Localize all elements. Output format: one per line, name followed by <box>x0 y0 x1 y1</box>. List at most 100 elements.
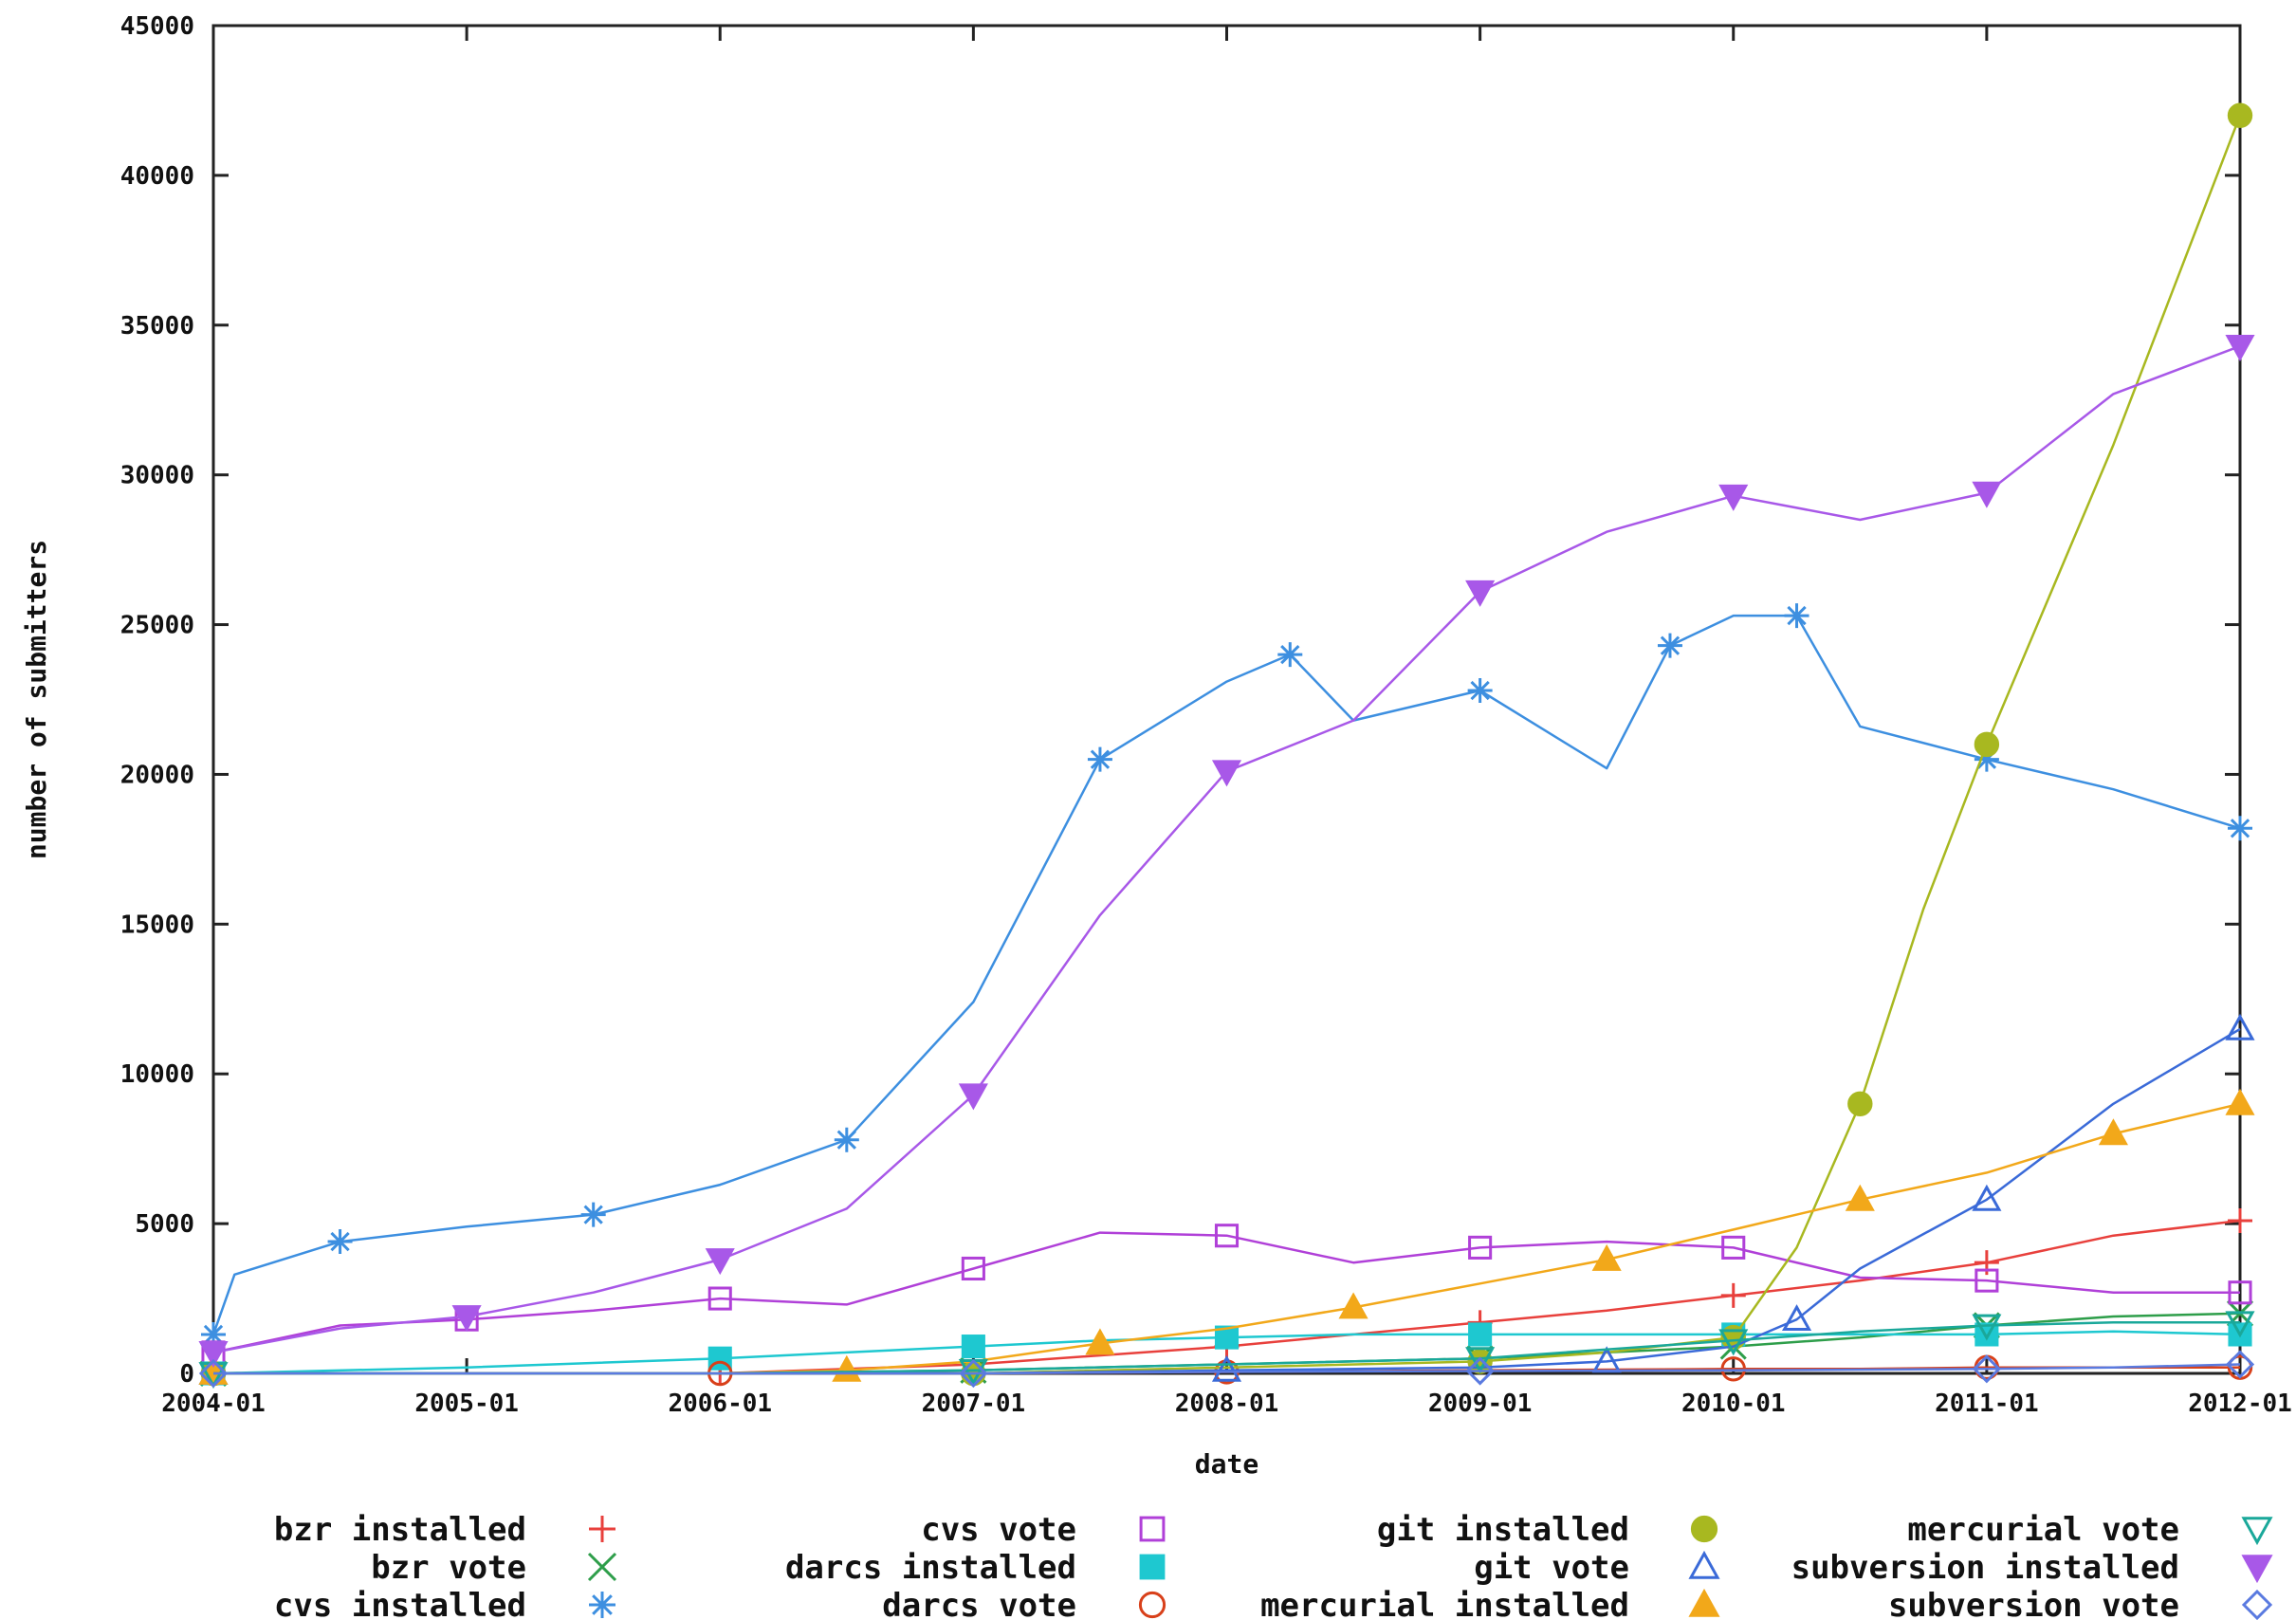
series-line <box>213 1027 2241 1375</box>
data-point <box>1138 1591 1166 1619</box>
x-axis: 2004-01 2005-01 2006-01 2007-01 2008-01 2009-… <box>161 26 2292 1418</box>
series-line <box>213 1363 2241 1375</box>
series-line <box>213 1321 2240 1375</box>
y-tick-label: 0 <box>179 1360 194 1389</box>
data-point <box>1139 1516 1166 1542</box>
data-point <box>1721 1235 1746 1260</box>
data-point <box>1277 642 1303 668</box>
data-point <box>705 1248 735 1276</box>
data-point <box>1845 1184 1875 1211</box>
data-point <box>2225 1088 2255 1115</box>
data-point <box>1720 1282 1746 1308</box>
series-line <box>213 115 2242 1375</box>
legend-label: bzr vote <box>371 1549 526 1587</box>
data-point <box>1085 1328 1115 1355</box>
data-point <box>2241 1555 2273 1584</box>
y-tick-label: 25000 <box>120 612 194 640</box>
data-point <box>1468 1235 1493 1260</box>
series-line <box>212 1231 2240 1354</box>
legend-item: subversion installed <box>1791 1549 2273 1587</box>
data-point <box>832 1354 862 1382</box>
plot-border <box>211 24 2242 1375</box>
data-point <box>587 1552 617 1582</box>
data-point <box>1465 1347 1496 1374</box>
y-axis: 0 5000 10000 15000 20000 25000 30000 35000 40000… <box>120 12 2240 1389</box>
data-point <box>2228 1280 2252 1305</box>
series-line <box>212 1330 2241 1375</box>
data-point <box>2227 102 2253 128</box>
data-point <box>198 1341 229 1368</box>
legend-item: cvs vote <box>921 1511 1166 1549</box>
data-point <box>1657 633 1682 658</box>
data-point <box>1972 1314 2002 1341</box>
series-layer <box>198 102 2255 1390</box>
data-point <box>1468 1322 1493 1347</box>
data-point <box>1974 731 2000 758</box>
legend-item: darcs vote <box>882 1587 1166 1620</box>
y-tick-label: 5000 <box>135 1210 194 1239</box>
plot-area <box>211 24 2242 1375</box>
data-point <box>1718 484 1749 511</box>
data-point <box>1139 1554 1166 1580</box>
legend-label: darcs installed <box>785 1549 1076 1587</box>
legend-label: bzr installed <box>274 1511 526 1549</box>
data-point <box>1974 746 1999 772</box>
data-point <box>1720 1356 1746 1382</box>
data-point <box>1591 1243 1622 1271</box>
data-point <box>198 1358 229 1389</box>
legend-label: cvs installed <box>274 1587 526 1620</box>
data-point <box>1214 1325 1240 1350</box>
data-point <box>2225 334 2255 361</box>
data-point <box>2228 816 2252 841</box>
data-point <box>1972 1184 2002 1211</box>
x-tick-label: 2006-01 <box>668 1390 772 1418</box>
data-point <box>959 1358 988 1389</box>
data-point <box>1690 1515 1718 1543</box>
data-point <box>1467 678 1493 704</box>
series-subversion-installed <box>198 334 2255 1368</box>
data-point <box>1211 760 1242 787</box>
legend-item: mercurial vote <box>1907 1511 2273 1549</box>
y-tick-label: 40000 <box>120 162 194 191</box>
data-point <box>451 1305 482 1333</box>
data-point <box>589 1516 615 1542</box>
data-point <box>1338 1292 1368 1319</box>
data-point <box>1688 1588 1720 1617</box>
y-tick-label: 45000 <box>120 12 194 41</box>
data-point <box>1972 481 2002 508</box>
data-point <box>1087 746 1112 772</box>
legend-label: git installed <box>1377 1511 1629 1549</box>
data-point <box>1718 1329 1749 1356</box>
legend-item: bzr installed <box>274 1511 615 1549</box>
series-mercurial-vote <box>198 1311 2255 1390</box>
data-point <box>1975 1268 1999 1293</box>
data-point <box>1465 580 1496 607</box>
data-point <box>589 1592 615 1618</box>
x-tick-label: 2012-01 <box>2188 1390 2292 1418</box>
data-point <box>2225 1350 2255 1379</box>
data-point <box>2225 1013 2255 1040</box>
x-tick-label: 2010-01 <box>1681 1390 1786 1418</box>
series-line <box>213 1102 2241 1375</box>
x-tick-label: 2005-01 <box>414 1390 519 1418</box>
legend-item: subversion vote <box>1888 1587 2273 1620</box>
legend-label: mercurial installed <box>1260 1587 1629 1620</box>
y-tick-label: 10000 <box>120 1060 194 1089</box>
legend-label: mercurial vote <box>1907 1511 2179 1549</box>
data-point <box>1465 1356 1495 1386</box>
legend-item: git vote <box>1474 1549 1720 1587</box>
y-tick-label: 30000 <box>120 462 194 490</box>
y-axis-title: number of submitters <box>21 540 52 859</box>
data-point <box>2241 1589 2273 1620</box>
data-point <box>1847 1091 1873 1117</box>
x-tick-label: 2009-01 <box>1428 1390 1533 1418</box>
data-point <box>1211 1354 1242 1382</box>
x-axis-title: date <box>1195 1448 1258 1480</box>
data-point <box>327 1229 353 1255</box>
legend-item: cvs installed <box>274 1587 615 1620</box>
legend-item: mercurial installed <box>1260 1587 1720 1620</box>
series-subversion-vote <box>198 1350 2255 1389</box>
x-tick-label: 2004-01 <box>161 1390 266 1418</box>
